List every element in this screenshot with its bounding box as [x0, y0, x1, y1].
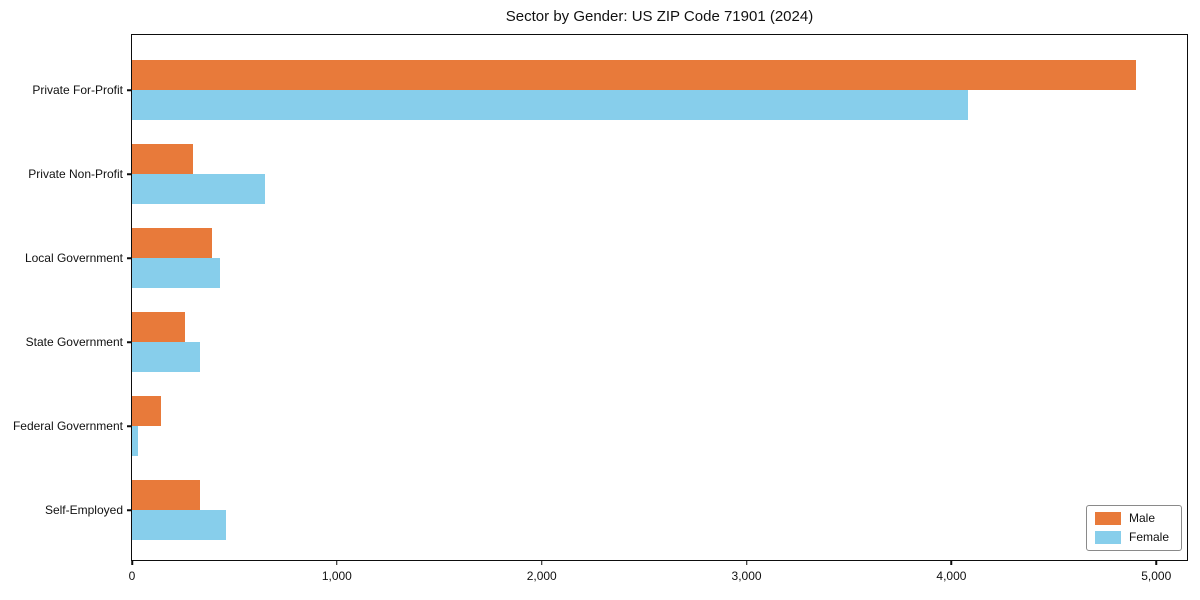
y-tick-mark: [127, 173, 132, 175]
legend-entry-female: Female: [1094, 530, 1169, 544]
y-tick-mark: [127, 257, 132, 259]
y-tick-label-private-non-profit: Private Non-Profit: [28, 167, 123, 181]
y-tick-mark: [127, 509, 132, 511]
bar-female-local-government: [132, 258, 221, 288]
y-tick-label-state-government: State Government: [25, 335, 123, 349]
bar-female-private-non-profit: [132, 174, 266, 204]
bar-male-state-government: [132, 312, 186, 342]
bar-female-self-employed: [132, 510, 227, 540]
bar-female-federal-government: [132, 426, 139, 456]
legend-label-female: Female: [1128, 530, 1169, 544]
chart-title: Sector by Gender: US ZIP Code 71901 (202…: [505, 8, 814, 25]
x-tick-label-0: 0: [128, 569, 136, 583]
y-tick-label-private-for-profit: Private For-Profit: [32, 83, 123, 97]
legend-swatch-female: [1094, 531, 1121, 544]
y-tick-label-self-employed: Self-Employed: [44, 503, 123, 517]
x-tick-label-4000: 4,000: [936, 569, 967, 583]
x-tick-mark: [950, 560, 953, 565]
bar-male-private-for-profit: [132, 60, 1136, 90]
bar-male-local-government: [132, 228, 212, 258]
x-tick-label-5000: 5,000: [1141, 569, 1172, 583]
legend-label-male: Male: [1128, 511, 1155, 525]
bar-male-self-employed: [132, 480, 200, 510]
legend: Male Female: [1085, 505, 1182, 551]
bar-female-state-government: [132, 342, 200, 372]
x-tick-mark: [1155, 560, 1158, 565]
x-tick-label-1000: 1,000: [321, 569, 352, 583]
y-tick-label-local-government: Local Government: [24, 251, 123, 265]
y-tick-label-federal-government: Federal Government: [12, 419, 123, 433]
plot-area: Male Female Private For-Profit Private No…: [13, 34, 1188, 583]
bar-male-private-non-profit: [132, 144, 194, 174]
bar-male-federal-government: [132, 396, 161, 426]
legend-entry-male: Male: [1094, 511, 1169, 525]
x-tick-label-3000: 3,000: [731, 569, 762, 583]
x-tick-label-2000: 2,000: [526, 569, 557, 583]
y-tick-mark: [127, 341, 132, 343]
x-tick-mark: [540, 560, 543, 565]
bar-female-private-for-profit: [132, 90, 968, 120]
x-tick-mark: [131, 560, 133, 565]
y-tick-mark: [127, 89, 132, 91]
legend-swatch-male: [1094, 512, 1121, 525]
y-tick-mark: [127, 425, 132, 427]
x-tick-mark: [336, 560, 338, 565]
x-tick-mark: [745, 560, 748, 565]
